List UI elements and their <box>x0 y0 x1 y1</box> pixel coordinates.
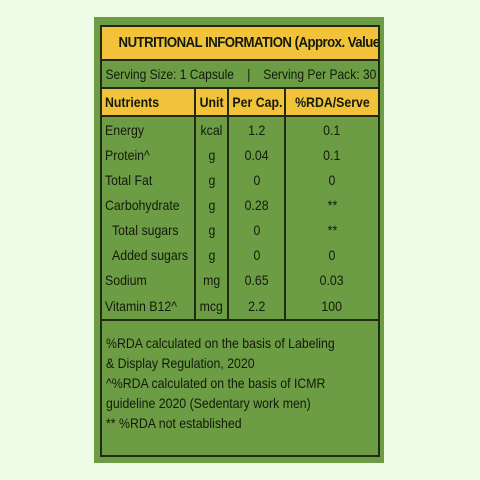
footnotes: %RDA calculated on the basis of Labeling… <box>102 321 378 433</box>
column-header-unit: Unit <box>195 89 229 117</box>
nutrient-name: Energy <box>102 116 196 142</box>
nutrient-name: Protein^ <box>102 142 196 167</box>
nutrient-unit: g <box>195 242 229 267</box>
table-row: Vitamin B12^ mcg 2.2 100 <box>102 292 378 321</box>
column-header-nutrients: Nutrients <box>102 89 196 117</box>
table-row: Added sugars g 0 0 <box>102 242 378 267</box>
table-row: Protein^ g 0.04 0.1 <box>102 142 378 167</box>
table-row: Total Fat g 0 0 <box>102 167 378 192</box>
serving-separator: | <box>247 66 251 82</box>
nutrient-rda: 0.1 <box>323 121 341 138</box>
nutrient-unit: g <box>195 217 229 242</box>
footnote-line: %RDA calculated on the basis of Labeling <box>106 335 335 351</box>
nutrient-name: Total sugars <box>102 217 196 242</box>
label-title: NUTRITIONAL INFORMATION (Approx. Values) <box>118 27 378 59</box>
table-header-row: Nutrients Unit Per Cap. %RDA/Serve <box>102 89 378 117</box>
column-header-rda: %RDA/Serve <box>285 89 378 117</box>
table-row: Energy kcal 1.2 0.1 <box>102 116 378 142</box>
nutrient-unit: mcg <box>195 292 229 321</box>
nutrient-rda: 0.03 <box>320 271 344 288</box>
nutrient-rda: 0.1 <box>323 146 341 163</box>
nutrient-per-cap: 0 <box>228 167 286 192</box>
nutrient-per-cap: 0.65 <box>228 267 286 292</box>
nutrient-unit: g <box>195 142 229 167</box>
serving-size: Serving Size: 1 Capsule <box>105 66 234 82</box>
column-header-per-cap: Per Cap. <box>228 89 286 117</box>
nutrient-per-cap: 0 <box>228 242 286 267</box>
nutrient-per-cap: 0 <box>228 217 286 242</box>
nutrient-rda: 100 <box>285 292 378 321</box>
nutrition-panel: NUTRITIONAL INFORMATION (Approx. Values)… <box>100 25 380 457</box>
footnote-line: ** %RDA not established <box>106 415 242 431</box>
nutrient-unit: g <box>195 167 229 192</box>
nutrient-unit: g <box>195 192 229 217</box>
footnote-line: guideline 2020 (Sedentary work men) <box>106 395 311 411</box>
serving-per-pack: Serving Per Pack: 30 <box>262 66 377 82</box>
nutrient-rda: ** <box>327 196 337 213</box>
nutrient-name: Added sugars <box>102 242 196 267</box>
nutrient-name: Vitamin B12^ <box>102 292 196 321</box>
nutrient-per-cap: 0.28 <box>228 192 286 217</box>
serving-info: Serving Size: 1 Capsule | Serving Per Pa… <box>102 61 378 89</box>
nutrient-per-cap: 0.04 <box>228 142 286 167</box>
nutrient-per-cap: 2.2 <box>228 292 286 321</box>
table-row: Total sugars g 0 ** <box>102 217 378 242</box>
nutrient-per-cap: 1.2 <box>228 116 286 142</box>
nutrient-rda: 0 <box>328 246 336 263</box>
nutrient-name: Sodium <box>102 267 196 292</box>
nutrient-name: Total Fat <box>102 167 196 192</box>
table-row: Sodium mg 0.65 0.03 <box>102 267 378 292</box>
footnote-line: & Display Regulation, 2020 <box>106 355 255 371</box>
nutrient-rda: ** <box>327 221 337 238</box>
nutrient-rda: 0 <box>328 171 336 188</box>
nutrient-unit: kcal <box>195 116 229 142</box>
title-bar: NUTRITIONAL INFORMATION (Approx. Values) <box>102 27 378 61</box>
footnote-line: ^%RDA calculated on the basis of ICMR <box>106 375 326 391</box>
table-row: Carbohydrate g 0.28 ** <box>102 192 378 217</box>
nutrient-name: Carbohydrate <box>102 192 196 217</box>
nutrient-unit: mg <box>195 267 229 292</box>
nutrient-table: Nutrients Unit Per Cap. %RDA/Serve Energ… <box>102 89 378 321</box>
